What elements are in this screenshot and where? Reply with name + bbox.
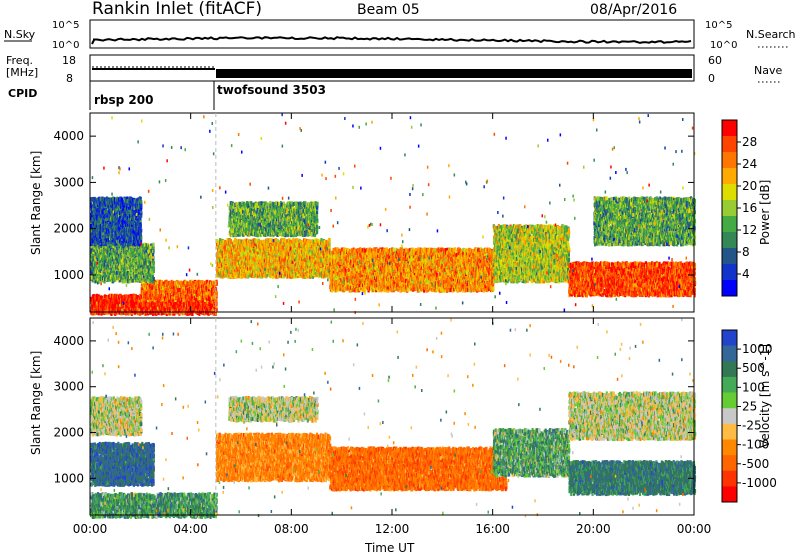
- nave-label: Nave: [754, 64, 782, 77]
- power-cell: [152, 243, 154, 247]
- power-cell: [153, 261, 155, 265]
- cpid-item-2: twofsound 3503: [217, 83, 326, 97]
- nsky-tick-low: 10^0: [52, 40, 79, 51]
- cpid-item-1: rbsp 200: [94, 93, 153, 107]
- nsky-panel-frame: [90, 20, 694, 48]
- power-cell: [153, 277, 155, 281]
- freq-tick-high: 18: [62, 54, 76, 67]
- beam-label: Beam 05: [357, 2, 420, 18]
- nsky-tick-high: 10^5: [52, 20, 79, 31]
- nsearch-tick-low: 10^0: [710, 40, 737, 51]
- nave-tick-high: 60: [708, 54, 722, 67]
- power-cell: [129, 311, 131, 315]
- plot-title: Rankin Inlet (fitACF): [92, 0, 262, 19]
- date-label: 08/Apr/2016: [590, 2, 677, 18]
- nsky-label: N.Sky: [4, 28, 36, 41]
- nsearch-label: N.Search: [746, 28, 796, 41]
- freq-tick-low: 8: [66, 72, 73, 85]
- plot-canvas: Rankin Inlet (fitACF) Beam 05 08/Apr/201…: [0, 0, 800, 554]
- nave-tick-low: 0: [708, 72, 715, 85]
- nsearch-tick-high: 10^5: [705, 20, 732, 31]
- radar-plot: Rankin Inlet (fitACF) Beam 05 08/Apr/201…: [0, 0, 800, 554]
- nsky-trace: [92, 37, 691, 44]
- cpid-label: CPID: [8, 87, 37, 100]
- freq-band-late: [216, 69, 692, 78]
- freq-label-2: [MHz]: [6, 66, 38, 79]
- power-cell: [153, 267, 155, 271]
- freq-line-early: [92, 68, 215, 70]
